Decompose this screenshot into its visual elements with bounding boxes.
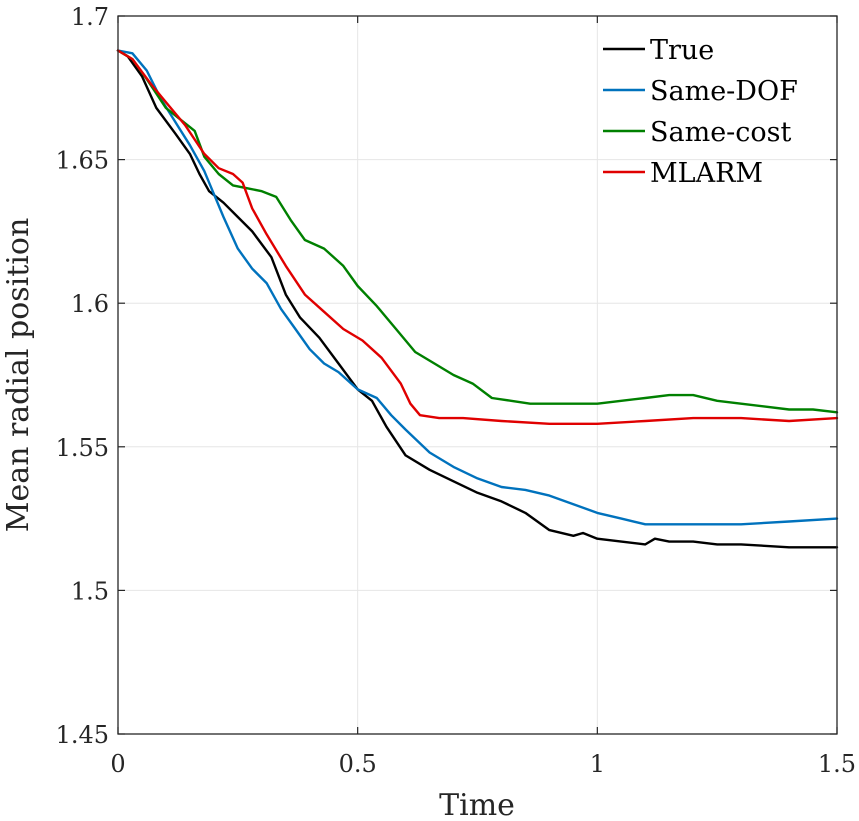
legend-label-true: True — [650, 35, 714, 66]
x-tick-label: 0 — [110, 750, 125, 778]
series-line-same-cost — [116, 49, 839, 414]
y-tick-label: 1.55 — [56, 434, 109, 462]
axis-ticks: 0 0.5 1 1.5 1.45 1.5 1.55 1.6 1.65 1.7 — [56, 3, 857, 778]
y-tick-label: 1.45 — [56, 721, 109, 749]
x-tick-label: 1 — [590, 750, 605, 778]
y-tick-label: 1.5 — [71, 577, 109, 605]
legend-label-mlarm: MLARM — [650, 158, 763, 189]
plot-frame — [117, 15, 838, 735]
y-tick-label: 1.65 — [56, 147, 109, 175]
x-axis-label: Time — [439, 788, 515, 821]
x-tick-label: 0.5 — [339, 750, 377, 778]
series-line-same-dof — [116, 49, 839, 526]
legend: True Same-DOF Same-cost MLARM — [603, 35, 798, 189]
series-line-mlarm — [116, 49, 839, 425]
y-tick-label: 1.6 — [71, 290, 109, 318]
series-line-true — [116, 49, 839, 549]
y-tick-label: 1.7 — [71, 3, 109, 31]
y-axis-label: Mean radial position — [1, 218, 36, 533]
series-lines — [116, 49, 839, 549]
legend-label-same-cost: Same-cost — [650, 117, 792, 148]
legend-label-same-dof: Same-DOF — [650, 76, 798, 107]
x-tick-label: 1.5 — [818, 750, 856, 778]
